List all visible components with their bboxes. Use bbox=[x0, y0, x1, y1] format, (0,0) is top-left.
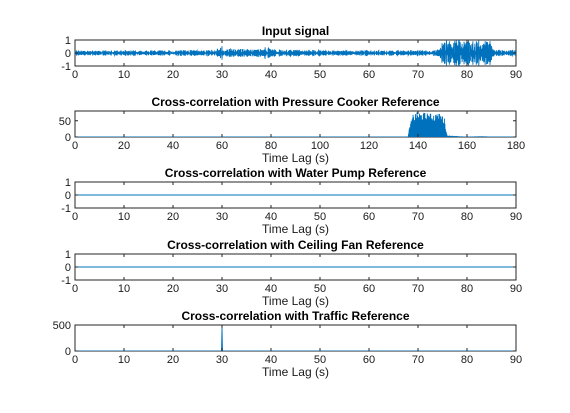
y-tick-label: 0 bbox=[65, 190, 71, 202]
x-tick-label: 40 bbox=[265, 69, 277, 81]
x-tick-label: 20 bbox=[167, 283, 179, 295]
subplot-title: Input signal bbox=[262, 24, 329, 38]
y-tick-label: 1 bbox=[65, 177, 71, 189]
y-tick-label: -1 bbox=[61, 203, 71, 215]
data-series-line bbox=[75, 112, 516, 137]
x-tick-label: 40 bbox=[265, 354, 277, 366]
subplot-2: 0 20 40 60 80 100 120 140 160 180050Cross-correla… bbox=[59, 95, 525, 165]
y-tick-label: 0 bbox=[65, 48, 71, 60]
x-tick-label: 60 bbox=[216, 140, 228, 152]
x-tick-label: 50 bbox=[314, 69, 326, 81]
x-tick-label: 140 bbox=[409, 140, 427, 152]
x-tick-label: 0 bbox=[72, 354, 78, 366]
subplot-4: 0 10 20 30 40 50 60 70 80 90-101Cross-correlation… bbox=[61, 238, 522, 308]
x-tick-label: 60 bbox=[363, 69, 375, 81]
x-tick-label: 120 bbox=[360, 140, 378, 152]
x-tick-label: 50 bbox=[314, 283, 326, 295]
x-tick-label: 30 bbox=[216, 283, 228, 295]
x-tick-label: 90 bbox=[510, 69, 522, 81]
subplot-title: Cross-correlation with Ceiling Fan Refer… bbox=[167, 238, 424, 252]
subplot-title: Cross-correlation with Water Pump Refere… bbox=[165, 166, 427, 180]
x-tick-label: 80 bbox=[265, 140, 277, 152]
x-tick-label: 160 bbox=[458, 140, 476, 152]
x-tick-label: 70 bbox=[412, 211, 424, 223]
x-tick-label: 180 bbox=[507, 140, 525, 152]
x-tick-label: 40 bbox=[265, 211, 277, 223]
x-tick-label: 0 bbox=[72, 140, 78, 152]
x-tick-label: 30 bbox=[216, 354, 228, 366]
x-axis-label: Time Lag (s) bbox=[262, 294, 329, 308]
x-tick-label: 80 bbox=[461, 283, 473, 295]
x-axis-label: Time Lag (s) bbox=[262, 151, 329, 165]
x-tick-label: 60 bbox=[363, 211, 375, 223]
x-tick-label: 20 bbox=[167, 69, 179, 81]
x-tick-label: 80 bbox=[461, 69, 473, 81]
x-tick-label: 70 bbox=[412, 69, 424, 81]
y-tick-label: 1 bbox=[65, 249, 71, 261]
y-tick-label: 0 bbox=[65, 346, 71, 358]
x-tick-label: 60 bbox=[363, 354, 375, 366]
x-tick-label: 10 bbox=[118, 283, 130, 295]
x-tick-label: 0 bbox=[72, 283, 78, 295]
x-tick-label: 50 bbox=[314, 211, 326, 223]
y-tick-label: 0 bbox=[65, 262, 71, 274]
x-tick-label: 0 bbox=[72, 211, 78, 223]
y-tick-label: 50 bbox=[59, 116, 71, 128]
x-axis-label: Time Lag (s) bbox=[262, 365, 329, 379]
x-tick-label: 20 bbox=[167, 211, 179, 223]
x-tick-label: 40 bbox=[265, 283, 277, 295]
axes-frame bbox=[74, 110, 517, 138]
x-tick-label: 60 bbox=[363, 283, 375, 295]
subplot-title: Cross-correlation with Pressure Cooker R… bbox=[151, 95, 439, 109]
x-tick-label: 70 bbox=[412, 354, 424, 366]
subplot-5: 0 10 20 30 40 50 60 70 80 90 0 500 Cross-correlation… bbox=[53, 309, 522, 379]
y-tick-label: -1 bbox=[61, 61, 71, 73]
axes-frame bbox=[74, 324, 517, 352]
x-tick-label: 100 bbox=[311, 140, 329, 152]
x-tick-label: 80 bbox=[461, 211, 473, 223]
x-tick-label: 0 bbox=[72, 69, 78, 81]
y-tick-label: 1 bbox=[65, 35, 71, 47]
y-tick-label: -1 bbox=[61, 275, 71, 287]
x-tick-label: 20 bbox=[118, 140, 130, 152]
subplot-3: 0 10 20 30 40 50 60 70 80 90-101Cross-correlation… bbox=[61, 166, 522, 236]
x-tick-label: 10 bbox=[118, 69, 130, 81]
x-tick-label: 20 bbox=[167, 354, 179, 366]
x-tick-label: 10 bbox=[118, 354, 130, 366]
x-tick-label: 10 bbox=[118, 211, 130, 223]
y-tick-label: 500 bbox=[53, 320, 71, 332]
y-tick-label: 0 bbox=[65, 132, 71, 144]
x-tick-label: 90 bbox=[510, 283, 522, 295]
x-tick-label: 30 bbox=[216, 69, 228, 81]
subplot-title: Cross-correlation with Traffic Reference bbox=[181, 309, 409, 323]
x-tick-label: 30 bbox=[216, 211, 228, 223]
x-tick-label: 80 bbox=[461, 354, 473, 366]
x-axis-label: Time Lag (s) bbox=[262, 222, 329, 236]
data-series-line bbox=[75, 40, 516, 66]
x-tick-label: 90 bbox=[510, 354, 522, 366]
x-tick-label: 70 bbox=[412, 283, 424, 295]
x-tick-label: 40 bbox=[167, 140, 179, 152]
x-tick-label: 50 bbox=[314, 354, 326, 366]
x-tick-label: 90 bbox=[510, 211, 522, 223]
